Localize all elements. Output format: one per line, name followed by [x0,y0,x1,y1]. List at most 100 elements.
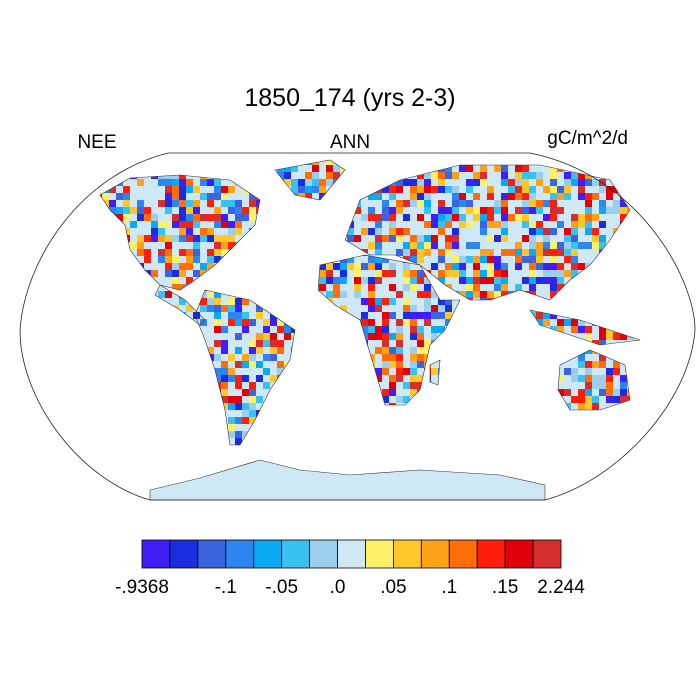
field-cell [193,242,200,249]
field-cell [473,193,480,200]
field-cell [137,305,144,312]
field-cell [207,417,214,424]
field-cell [571,228,578,235]
field-cell [116,340,123,347]
field-cell [529,242,536,249]
field-cell [368,228,375,235]
field-cell [354,160,361,165]
field-cell [361,445,368,452]
field-cell [396,396,403,403]
field-cell [543,368,550,375]
field-cell [249,186,256,193]
field-cell [606,333,613,340]
field-cell [557,431,564,438]
field-cell [249,361,256,368]
field-cell [193,207,200,214]
field-cell [221,396,228,403]
field-cell [508,396,515,403]
colorbar-label: .0 [330,577,346,598]
field-cell [480,228,487,235]
field-cell [270,375,277,382]
field-cell [221,214,228,221]
field-cell [347,256,354,263]
field-cell [326,417,333,424]
field-cell [116,382,123,389]
field-cell [123,256,130,263]
field-cell [627,333,634,340]
field-cell [438,389,445,396]
field-cell [494,340,501,347]
field-cell [550,179,557,186]
field-cell [165,249,172,256]
field-cell [550,284,557,291]
field-cell [417,417,424,424]
field-cell [179,298,186,305]
field-cell [585,221,592,228]
field-cell [123,235,130,242]
field-cell [641,270,648,277]
field-cell [522,200,529,207]
field-cell [550,396,557,403]
field-cell [100,235,102,242]
field-cell [417,214,424,221]
field-cell [312,277,319,284]
field-cell [179,417,186,424]
field-cell [116,200,123,207]
field-cell [571,214,578,221]
field-cell [214,284,221,291]
field-cell [102,361,109,368]
field-cell [291,319,298,326]
field-cell [473,312,480,319]
field-cell [473,438,480,445]
field-cell [508,375,515,382]
field-cell [403,319,410,326]
field-cell [165,312,172,319]
field-cell [291,207,298,214]
field-cell [298,354,305,361]
field-cell [179,186,186,193]
field-cell [466,333,473,340]
field-cell [634,424,640,431]
field-cell [137,438,144,445]
field-cell [277,284,284,291]
field-cell [424,305,431,312]
field-cell [123,207,130,214]
field-cell [186,340,193,347]
field-cell [158,347,165,354]
field-cell [564,403,571,410]
field-cell [550,270,557,277]
field-cell [501,249,508,256]
field-cell [375,160,382,165]
field-cell [522,445,529,452]
field-cell [627,221,634,228]
field-cell [312,368,319,375]
field-cell [550,438,557,445]
field-cell [109,354,116,361]
field-cell [585,298,592,305]
field-cell [550,277,557,284]
field-cell [585,270,592,277]
field-cell [207,424,214,431]
field-cell [522,277,529,284]
field-cell [214,445,221,452]
field-cell [508,368,515,375]
field-cell [396,249,403,256]
field-cell [221,375,228,382]
field-cell [431,326,438,333]
field-cell [284,165,291,172]
field-cell [620,249,627,256]
field-cell [613,312,620,319]
field-cell [165,403,172,410]
field-cell [270,277,277,284]
field-cell [599,410,606,417]
field-cell [627,347,634,354]
field-cell [100,200,102,207]
field-cell [256,242,263,249]
field-cell [494,375,501,382]
field-cell [270,221,277,228]
field-cell [347,375,354,382]
field-cell [312,410,319,417]
field-cell [578,354,585,361]
title: 1850_174 (yrs 2-3) [244,84,455,112]
field-cell [515,410,522,417]
